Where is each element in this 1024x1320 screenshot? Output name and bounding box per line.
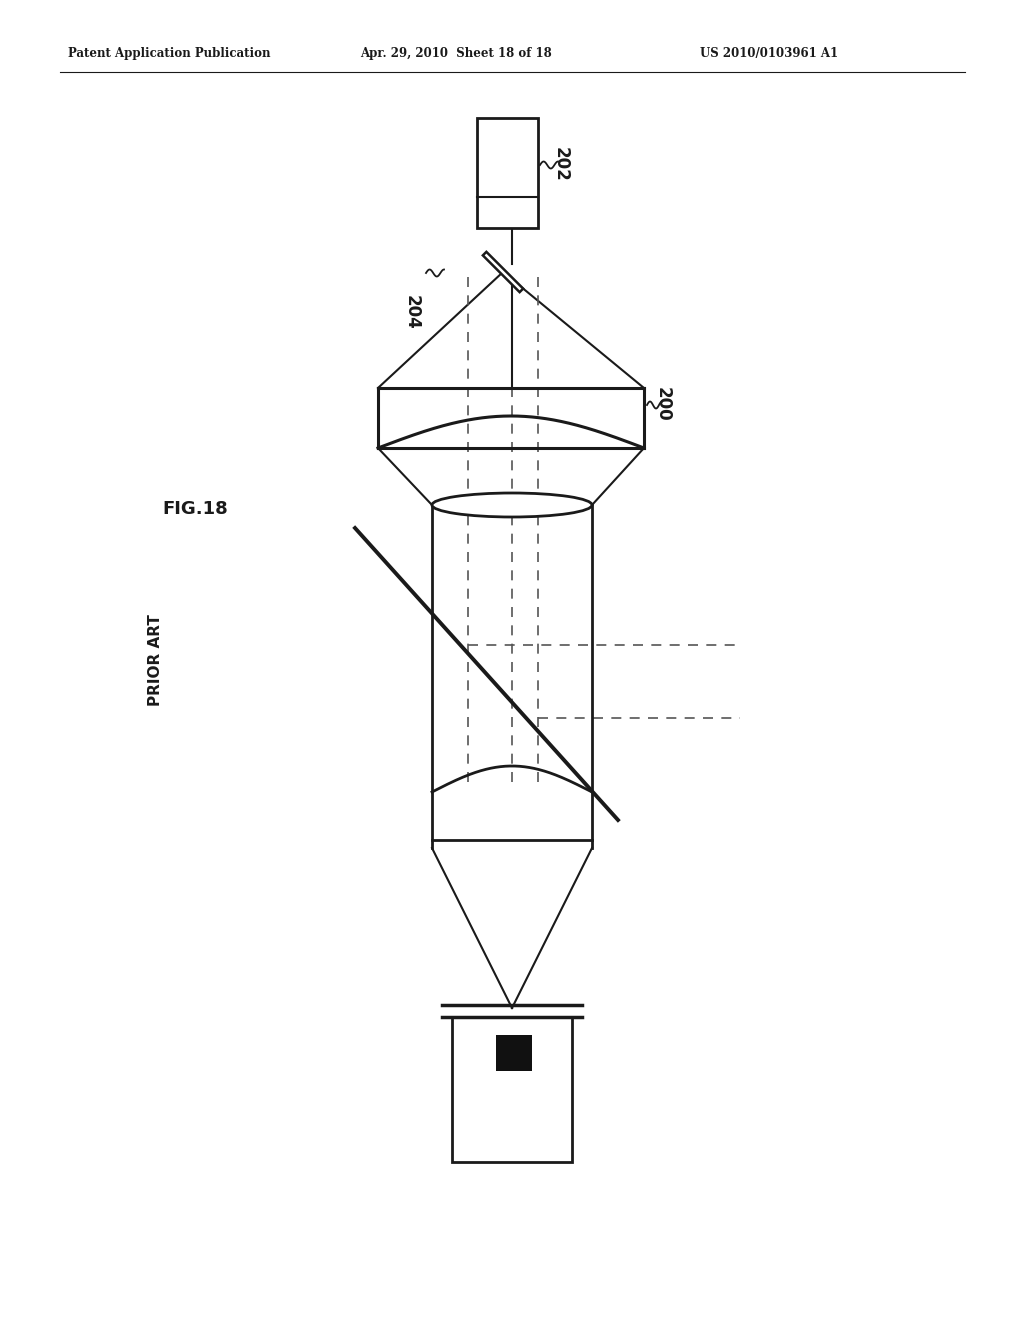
Bar (452, 1016, 572, 1162)
Text: US 2010/0103961 A1: US 2010/0103961 A1 (700, 48, 838, 59)
Ellipse shape (432, 492, 592, 517)
Text: 202: 202 (552, 147, 570, 182)
Text: 200: 200 (654, 387, 672, 421)
Text: Apr. 29, 2010  Sheet 18 of 18: Apr. 29, 2010 Sheet 18 of 18 (360, 48, 552, 59)
Bar (477, 117, 538, 228)
Bar (496, 1035, 532, 1071)
Text: Patent Application Publication: Patent Application Publication (68, 48, 270, 59)
Text: PRIOR ART: PRIOR ART (147, 614, 163, 706)
Polygon shape (483, 252, 523, 292)
Text: FIG.18: FIG.18 (162, 500, 227, 517)
Text: 204: 204 (403, 294, 421, 330)
